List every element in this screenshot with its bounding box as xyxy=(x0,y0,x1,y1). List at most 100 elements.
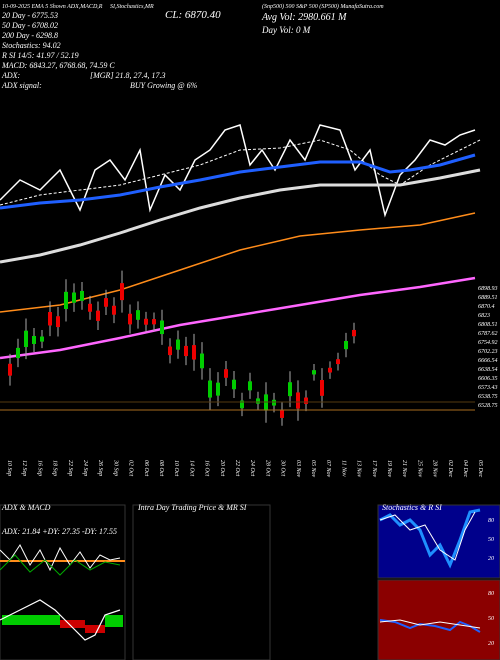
stoch-signal xyxy=(379,511,476,561)
candle-body xyxy=(112,305,116,315)
date-label: 04 Dec xyxy=(462,460,469,477)
date-label: 16 Oct xyxy=(204,460,210,476)
macd-histogram xyxy=(2,615,123,633)
stoch-title: Stochastics & R SI xyxy=(382,503,442,512)
stoch-level: 80 xyxy=(488,518,494,524)
date-label: 26 Sep xyxy=(97,460,103,476)
price-label: 6787.62 xyxy=(478,331,498,337)
date-label: 13 Nov xyxy=(356,460,362,478)
stoch-level: 20 xyxy=(488,556,494,562)
candle-body xyxy=(136,310,140,320)
candle-body xyxy=(344,341,348,350)
ema-grey xyxy=(0,168,481,264)
candle-body xyxy=(184,345,188,357)
rsi-level: 50 xyxy=(488,616,494,622)
header-left: 20 Day - 6775.53 xyxy=(2,11,58,20)
date-label: 05 Nov xyxy=(310,460,316,478)
price-label: 6606.35 xyxy=(478,376,498,382)
candle-body xyxy=(192,345,196,360)
rsi-signal xyxy=(379,619,481,629)
candle-body xyxy=(64,291,68,309)
candle-body xyxy=(48,312,52,326)
adx-panel xyxy=(0,504,126,660)
candle-body xyxy=(128,313,132,325)
date-label: 25 Nov xyxy=(416,460,422,478)
header-left: MACD: 6843.27, 6768.68, 74.59 C xyxy=(1,61,115,70)
date-label: 30 Oct xyxy=(280,459,286,476)
header-right: (Snp500) 500 S&P 500 (SP500) MunafaSutra… xyxy=(262,3,384,10)
candle-body xyxy=(72,292,76,303)
candle-body xyxy=(296,392,300,409)
candle-body xyxy=(232,379,236,390)
ema-white-2 xyxy=(0,139,481,206)
ema-magenta xyxy=(0,276,476,360)
candle-body xyxy=(320,380,324,396)
day-vol: Day Vol: 0 M xyxy=(261,25,311,35)
candle-body xyxy=(176,339,180,350)
date-label: 03 Nov xyxy=(295,460,301,478)
date-label: 28 Nov xyxy=(432,460,438,478)
candle-body xyxy=(352,329,356,337)
header-left: 200 Day - 6298.8 xyxy=(2,31,58,40)
price-label: 6754.92 xyxy=(478,339,498,346)
header-center: SI,Stochastics,MR xyxy=(110,4,154,10)
price-label: 6870.4 xyxy=(478,303,495,310)
candle-body xyxy=(248,381,252,391)
candle-body xyxy=(144,318,148,325)
candle-body xyxy=(336,359,340,365)
candle-body xyxy=(328,367,332,373)
candle-body xyxy=(120,283,124,301)
date-label: 02 Dec xyxy=(447,460,453,477)
adx-title: ADX & MACD xyxy=(1,503,51,512)
price-label: 6666.54 xyxy=(478,357,498,364)
candle-body xyxy=(40,336,44,342)
candles xyxy=(8,270,356,426)
candle-body xyxy=(96,310,100,321)
adx-signal: BUY Growing @ 6% xyxy=(130,81,198,90)
candle-body xyxy=(16,347,20,359)
rsi-level: 20 xyxy=(488,641,494,647)
date-label: 06 Oct xyxy=(143,460,149,476)
date-label: 30 Sep xyxy=(112,459,118,476)
date-label: 05 Dec xyxy=(477,460,483,477)
date-label: 19 Nov xyxy=(386,460,392,478)
candle-body xyxy=(104,298,108,307)
date-label: 16 Sep xyxy=(36,460,42,476)
candle-body xyxy=(224,369,228,378)
header-left: Stochastics: 94.02 xyxy=(2,41,61,50)
header-left: 50 Day - 6708.02 xyxy=(2,21,58,30)
date-label: 21 Nov xyxy=(401,460,407,478)
macd-line xyxy=(0,599,121,641)
date-label: 08 Oct xyxy=(158,460,164,476)
candle-body xyxy=(288,382,292,397)
stoch-level: 50 xyxy=(488,537,494,543)
header-left: 10-09-2025 EMA 5 Shown ADX,MACD,R xyxy=(2,4,103,10)
date-label: 22 Sep xyxy=(67,460,73,476)
stoch-line xyxy=(379,508,481,569)
header-left: ADX: xyxy=(1,71,21,80)
date-label: 11 Nov xyxy=(340,460,346,477)
candle-body xyxy=(208,380,212,398)
candle-body xyxy=(152,319,156,325)
candle-body xyxy=(200,353,204,369)
candle-body xyxy=(24,330,28,347)
candle-body xyxy=(272,399,276,406)
price-label: 6823 xyxy=(478,313,490,319)
date-label: 10 Sep xyxy=(6,460,12,476)
candle-body xyxy=(80,290,84,301)
candle-body xyxy=(312,370,316,375)
price-label: 6898.93 xyxy=(478,286,498,292)
price-label: 6528.75 xyxy=(478,403,498,409)
header-left: ADX signal: xyxy=(1,81,42,90)
candle-body xyxy=(32,335,36,344)
date-label: 22 Oct xyxy=(234,460,240,476)
header-left: R SI 14/5: 41.97 / 52.19 xyxy=(1,51,79,60)
avg-vol: Avg Vol: 2980.661 M xyxy=(261,12,347,23)
close-price: CL: 6870.40 xyxy=(165,9,221,21)
candle-body xyxy=(88,303,92,312)
candle-body xyxy=(256,398,260,404)
adx-values: ADX: 21.84 +DY: 27.35 -DY: 17.55 xyxy=(1,527,117,536)
adx-line xyxy=(0,544,121,572)
